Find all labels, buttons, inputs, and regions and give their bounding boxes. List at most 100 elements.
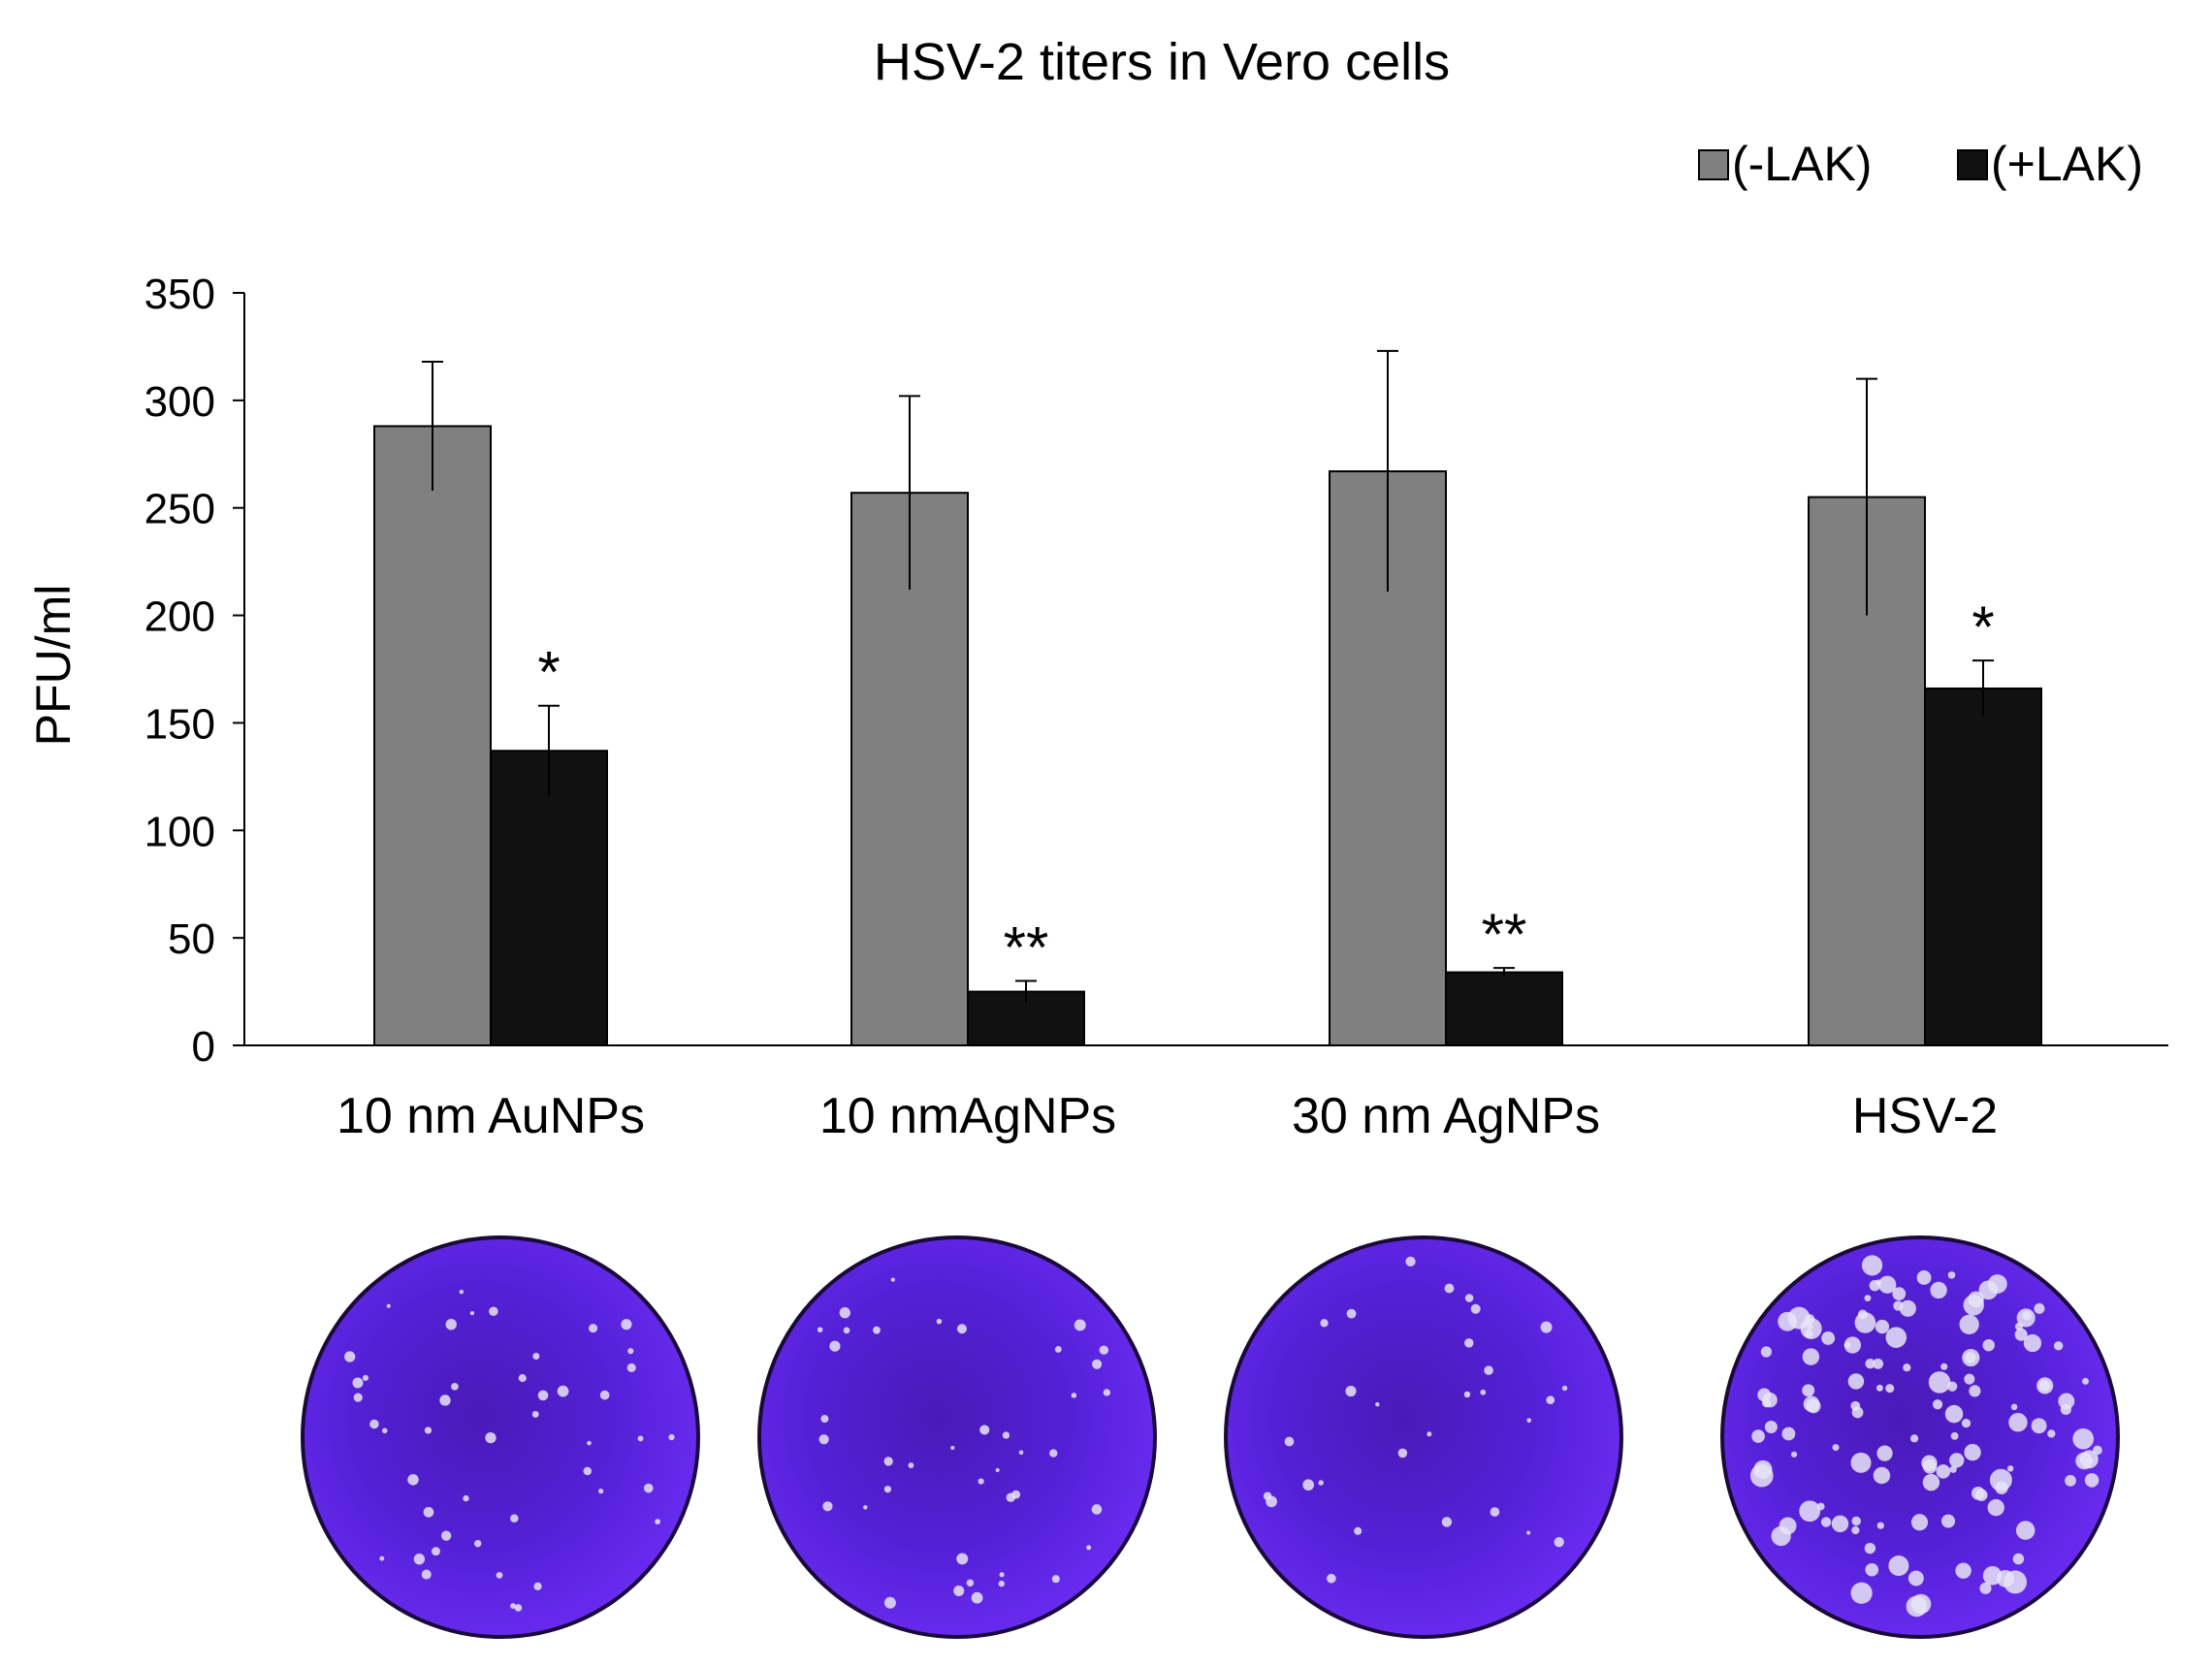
plaque [510,1603,516,1609]
plaque [489,1306,498,1316]
plaque [1861,1255,1883,1276]
y-tick-label: 50 [168,915,215,963]
plaque [1011,1490,1021,1499]
legend: (-LAK) (+LAK) [1698,137,2143,191]
plaque [1959,1314,1979,1334]
plaque [1002,1431,1010,1439]
plaque [627,1348,634,1355]
plaque [1944,1404,1964,1424]
plaque [451,1383,459,1391]
plaque [817,1327,823,1332]
plaque [1907,1570,1924,1587]
plaque [626,1362,636,1372]
plaque [883,1457,893,1466]
plaque [1975,1489,1988,1501]
plaque [966,1579,975,1587]
plaque [1561,1385,1568,1392]
plaque [1803,1395,1820,1413]
plaque [908,1462,914,1468]
plaque [668,1433,675,1441]
plaque [839,1307,850,1319]
plaque [1962,1348,1980,1367]
x-tick-label: 30 nm AgNPs [1292,1088,1600,1144]
error-bar [1377,349,1398,593]
plaque [1397,1448,1408,1459]
plaque [1910,1514,1929,1531]
plaque [1921,1455,1938,1471]
plaque [1820,1517,1832,1527]
plaque [463,1494,469,1502]
plaque [818,1434,829,1445]
plaque [1936,1464,1951,1479]
plaque [1054,1346,1062,1353]
plaque [2058,1393,2075,1410]
plaque [1947,1271,1956,1279]
plate-30nm-agnps [1224,1235,1623,1639]
plaque [1850,1452,1872,1473]
error-bar [422,360,443,491]
y-axis-label: PFU/ml [26,585,80,747]
plaque [1857,1309,1868,1320]
plaque [2034,1302,2045,1314]
plaque [1802,1384,1815,1397]
plaque [2047,1429,2056,1438]
plaque [1850,1582,1873,1604]
plaque [1843,1336,1862,1354]
plaque [496,1571,503,1579]
plaque [822,1501,833,1512]
plaque [514,1604,523,1612]
plaque [1804,1329,1813,1338]
plaque [1892,1287,1907,1301]
plaque [1757,1388,1772,1402]
plaque [2010,1403,2018,1411]
plaque [469,1311,475,1316]
plaque [1463,1391,1471,1398]
y-tick-label: 0 [192,1023,215,1071]
plaque [1865,1358,1875,1369]
plaque [2036,1377,2054,1395]
plaque [1847,1373,1865,1390]
plaque [2082,1377,2090,1385]
plaque [883,1486,892,1493]
plaque [1876,1522,1884,1529]
plaque [1771,1525,1791,1547]
x-tick-label: 10 nmAgNPs [819,1088,1116,1144]
plaque [1799,1500,1821,1523]
plaque [655,1519,660,1525]
plate-10nm-aunps [301,1235,700,1639]
plaque [1345,1385,1357,1397]
plaque [1950,1431,1959,1440]
plaque [1922,1473,1940,1491]
plaque [1781,1427,1796,1441]
plaque [1875,1319,1890,1334]
plaque [843,1327,850,1334]
legend-swatch [1957,149,1988,180]
plaque [1873,1358,1884,1369]
plaque [1484,1365,1493,1375]
plaque [1051,1575,1060,1584]
plaque [1526,1530,1531,1535]
plate-well [1228,1239,1619,1635]
plaque [1092,1359,1103,1369]
plaque [533,1582,542,1590]
plaque [1916,1270,1932,1285]
legend-label: (-LAK) [1732,137,1872,191]
plaque [1864,1542,1876,1555]
plaque [863,1505,868,1510]
y-tick-label: 350 [144,271,215,318]
plaque [2022,1310,2032,1321]
plaque [1864,1295,1872,1302]
plaque [1099,1345,1109,1355]
plaque [1851,1516,1862,1526]
plaque [1961,1419,1972,1428]
plaque [352,1377,364,1389]
plaque [386,1303,391,1308]
plaque [381,1427,388,1434]
plaque [1969,1385,1981,1397]
y-tick-label: 200 [144,593,215,641]
plaque [1955,1562,1972,1579]
plate-well [305,1239,696,1635]
plaque [1751,1429,1765,1443]
plaque [1554,1536,1564,1548]
plaque [1885,1384,1895,1394]
